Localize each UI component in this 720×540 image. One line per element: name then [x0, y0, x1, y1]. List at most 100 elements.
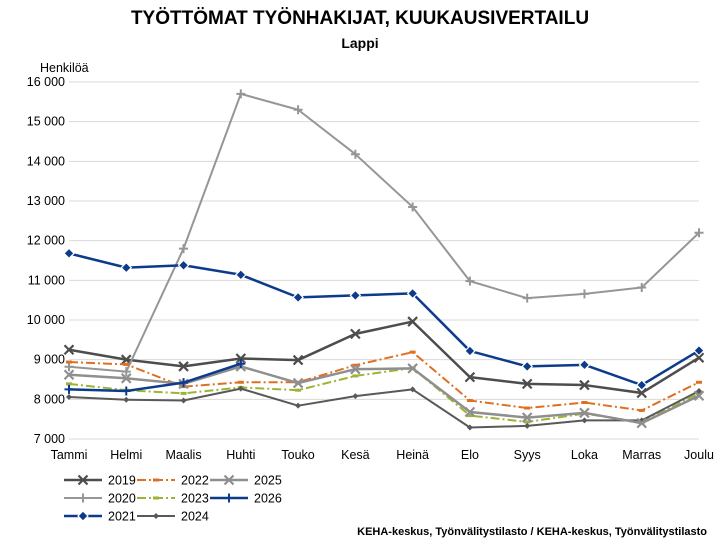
data-point-2020	[694, 228, 704, 238]
data-point-2020	[408, 202, 418, 212]
x-tick-label: Helmi	[110, 448, 142, 462]
chart-title: TYÖTTÖMAT TYÖNHAKIJAT, KUUKAUSIVERTAILU	[131, 8, 589, 29]
series-line-2024	[68, 387, 700, 429]
y-tick-label: 13 000	[27, 194, 65, 208]
legend: 2019 2020 2021 2022 2023 2024 2025 2026	[64, 474, 282, 524]
data-point-2024	[295, 402, 302, 409]
legend-item-2024: 2024	[137, 510, 209, 524]
data-point-2025	[407, 363, 418, 374]
data-point-2021	[63, 247, 75, 260]
data-point-2021	[693, 344, 705, 357]
data-point-2019	[235, 353, 247, 364]
data-point-2025	[350, 363, 361, 375]
data-point-2021	[349, 289, 362, 302]
data-point-2024	[237, 385, 244, 392]
data-point-2025	[120, 373, 132, 384]
legend-item-2025: 2025	[210, 474, 282, 488]
series-line-2021	[68, 252, 700, 387]
y-tick-label: 11 000	[28, 273, 65, 287]
data-point-2025	[636, 417, 648, 429]
series-2019	[63, 316, 705, 399]
data-point-2024	[581, 417, 588, 424]
x-tick-label: Kesä	[341, 448, 370, 462]
data-point-2024	[696, 388, 702, 395]
series-2024	[66, 385, 702, 431]
series-line-2019	[68, 320, 700, 395]
data-point-2020	[350, 149, 360, 159]
series-line-2023	[68, 366, 700, 424]
x-tick-label: Syys	[514, 448, 541, 462]
x-tick-label: Heinä	[396, 448, 429, 462]
legend-label: 2022	[181, 474, 209, 488]
series-2023	[66, 366, 702, 424]
data-point-2026	[179, 378, 189, 388]
data-point-2025	[579, 407, 590, 419]
data-point-2026	[64, 384, 74, 394]
data-point-2024	[123, 396, 130, 403]
x-tick-label: Elo	[461, 448, 479, 462]
legend-item-2022: 2022	[137, 474, 209, 488]
data-point-2024	[352, 393, 359, 400]
legend-item-2023: 2023	[137, 492, 209, 506]
data-point-2021	[292, 291, 304, 304]
data-point-2019	[350, 328, 361, 340]
data-point-2026	[121, 386, 131, 396]
y-tick-label: 8 000	[34, 392, 65, 406]
data-point-2026	[236, 359, 246, 369]
legend-item-2020: 2020	[64, 492, 136, 506]
data-point-2021	[521, 360, 534, 373]
y-tick-label: 16 000	[27, 75, 65, 89]
legend-label: 2023	[181, 492, 209, 506]
data-point-2021	[120, 261, 133, 274]
legend-swatch-marker	[77, 474, 89, 486]
data-point-2024	[180, 397, 187, 404]
gridlines	[69, 81, 699, 440]
legend-label: 2019	[108, 474, 136, 488]
legend-swatch-marker	[153, 513, 159, 519]
x-tick-label: Marras	[622, 448, 661, 462]
data-point-2021	[234, 268, 247, 281]
data-point-2019	[407, 316, 418, 327]
data-point-2025	[693, 390, 705, 402]
data-point-2025	[464, 406, 476, 418]
data-point-2021	[177, 259, 190, 272]
y-tick-label: 10 000	[27, 313, 65, 327]
data-point-2024	[524, 422, 531, 429]
legend-label: 2021	[108, 510, 136, 524]
data-point-2021	[635, 379, 648, 391]
data-point-2019	[521, 378, 533, 390]
x-tick-label: Joulu	[684, 448, 714, 462]
legend-label: 2025	[254, 474, 282, 488]
data-point-2020	[64, 362, 74, 372]
data-point-2024	[409, 386, 416, 393]
series-line-2025	[68, 365, 700, 425]
data-point-2021	[406, 287, 419, 300]
legend-label: 2024	[181, 510, 209, 524]
y-tick-label: 7 000	[34, 432, 65, 446]
data-point-2019	[464, 371, 476, 383]
data-point-2021	[464, 345, 476, 357]
legend-swatch-marker	[223, 474, 235, 486]
legend-label: 2020	[108, 492, 136, 506]
data-point-2021	[578, 358, 591, 371]
data-point-2019	[636, 387, 648, 399]
legend-swatch-marker	[224, 493, 234, 503]
chart-subtitle: Lappi	[341, 35, 378, 51]
data-point-2019	[120, 354, 132, 365]
y-tick-label: 9 000	[34, 353, 65, 367]
source-note: KEHA-keskus, Työnvälitystilasto / KEHA-k…	[357, 526, 707, 538]
data-point-2025	[292, 377, 304, 389]
y-axis-ticks: 7 000 8 000 9 000 10 000 11 000 12 000 13 000 1…	[27, 75, 65, 446]
y-tick-label: 15 000	[27, 115, 65, 129]
series-2021	[63, 247, 705, 391]
data-point-2025	[63, 369, 75, 381]
data-point-2020	[121, 367, 131, 377]
x-tick-label: Touko	[281, 448, 314, 462]
legend-swatch-marker	[78, 493, 88, 503]
data-point-2019	[579, 379, 590, 391]
data-point-2020	[579, 289, 589, 299]
x-tick-label: Huhti	[226, 448, 255, 462]
series-line-2026	[68, 362, 242, 393]
y-tick-label: 12 000	[27, 234, 65, 248]
data-point-2020	[236, 89, 246, 99]
